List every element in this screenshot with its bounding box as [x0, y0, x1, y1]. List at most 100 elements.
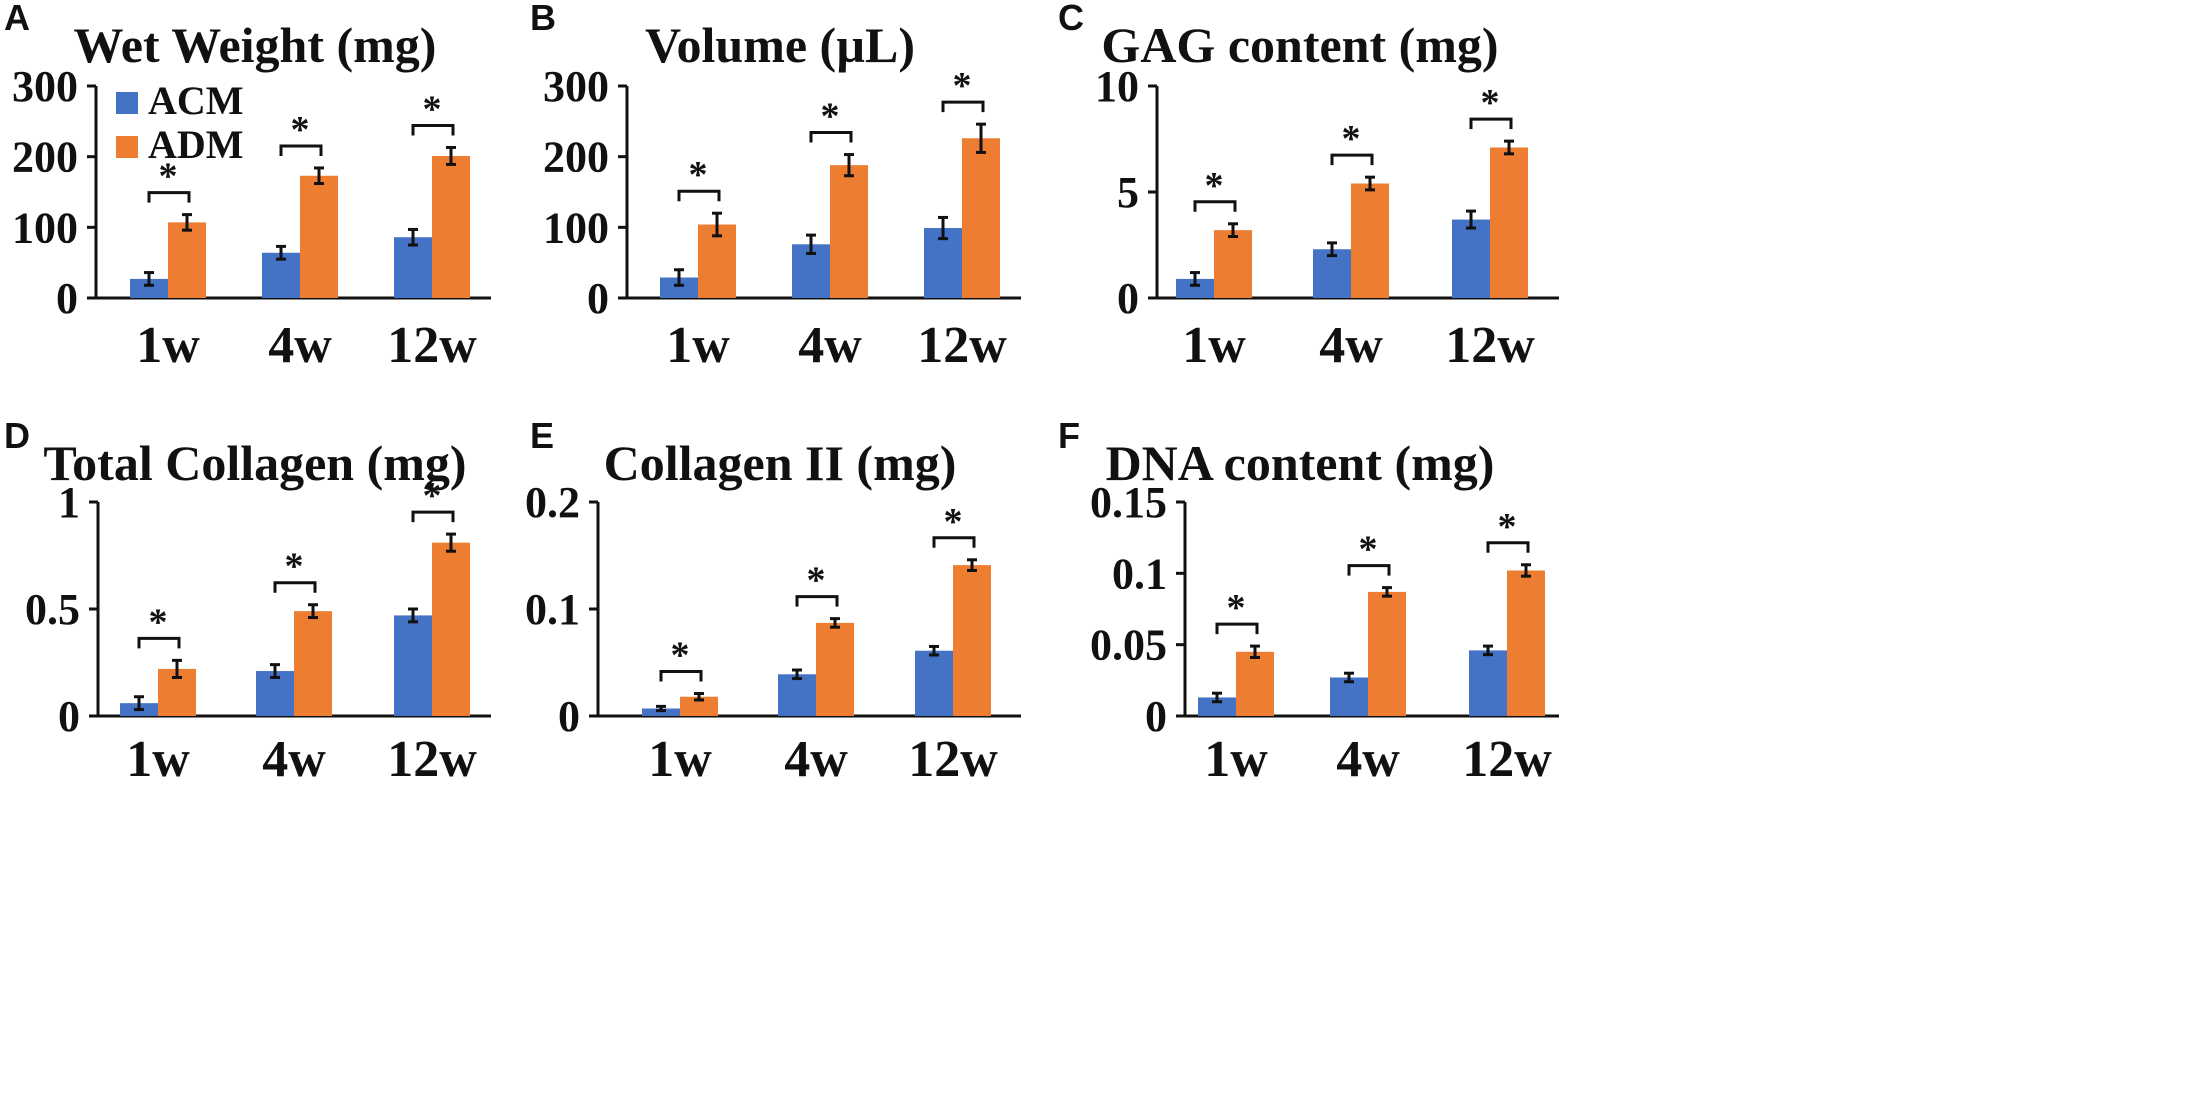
- chart-title: GAG content (mg): [1101, 17, 1498, 73]
- significance-star: *: [149, 601, 168, 643]
- significance-star: *: [423, 88, 442, 130]
- significance-star: *: [821, 96, 840, 138]
- bar-adm: [1236, 651, 1274, 716]
- bar-adm: [1368, 591, 1406, 716]
- y-tick-label: 300: [12, 62, 78, 111]
- significance-bracket: [147, 191, 191, 203]
- legend-label-adm: ADM: [148, 122, 244, 167]
- y-tick-label: 0.1: [525, 585, 580, 634]
- significance-star: *: [1227, 587, 1246, 629]
- y-tick-label: 0.2: [525, 478, 580, 527]
- significance-star: *: [1205, 165, 1224, 207]
- y-tick-label: 10: [1095, 62, 1139, 111]
- chart-title: Volume (µL): [645, 17, 915, 73]
- significance-bracket: [659, 670, 703, 682]
- legend-swatch-acm: [116, 92, 138, 114]
- x-tick-label: 1w: [1182, 317, 1246, 374]
- x-tick-label: 1w: [136, 317, 200, 374]
- panel-c: C GAG content (mg) 0 5 10 * 1w * 4w * 12w: [1058, 0, 1559, 374]
- x-tick-label: 12w: [908, 731, 998, 788]
- x-tick-label: 4w: [798, 317, 862, 374]
- bar-adm: [1490, 147, 1528, 298]
- x-tick-label: 1w: [666, 317, 730, 374]
- x-tick-label: 12w: [917, 317, 1007, 374]
- y-tick-label: 5: [1117, 168, 1139, 217]
- y-tick-label: 0: [1117, 274, 1139, 323]
- y-tick-label: 0: [558, 692, 580, 741]
- y-tick-label: 0: [587, 274, 609, 323]
- significance-bracket: [1347, 564, 1391, 576]
- x-tick-label: 4w: [1336, 731, 1400, 788]
- panel-letter: F: [1058, 415, 1080, 456]
- significance-bracket: [1469, 117, 1513, 130]
- significance-star: *: [159, 156, 178, 198]
- bar-adm: [680, 696, 718, 716]
- bar-adm: [294, 611, 332, 716]
- significance-star: *: [1359, 529, 1378, 571]
- y-tick-label: 100: [543, 203, 609, 252]
- x-tick-label: 12w: [387, 317, 477, 374]
- bar-adm: [168, 222, 206, 298]
- chart-title: Collagen II (mg): [604, 435, 957, 491]
- panel-letter: D: [4, 415, 30, 456]
- panel-e: E Collagen II (mg) 0 0.1 0.2 * 1w * 4w * 12w: [525, 415, 1021, 788]
- bar-acm: [1469, 650, 1507, 716]
- bar-acm: [1198, 697, 1236, 716]
- x-tick-label: 12w: [387, 731, 477, 788]
- panel-letter: B: [530, 0, 556, 38]
- bar-adm: [1507, 570, 1545, 716]
- significance-star: *: [285, 546, 304, 588]
- panel-letter: A: [4, 0, 30, 38]
- chart-title: DNA content (mg): [1106, 435, 1495, 491]
- significance-star: *: [689, 154, 708, 196]
- y-tick-label: 100: [12, 203, 78, 252]
- x-tick-label: 4w: [784, 731, 848, 788]
- chart-title: Wet Weight (mg): [74, 17, 437, 73]
- panel-d: D Total Collagen (mg) 0 0.5 1 * 1w * 4w * 12w: [4, 415, 491, 788]
- panel-letter: C: [1058, 0, 1084, 38]
- panel-letter: E: [530, 415, 554, 456]
- significance-bracket: [809, 131, 853, 143]
- bar-acm: [130, 278, 168, 298]
- bar-adm: [1214, 230, 1252, 298]
- y-tick-label: 0: [1145, 692, 1167, 741]
- significance-bracket: [279, 144, 323, 156]
- bar-acm: [1313, 249, 1351, 298]
- significance-bracket: [941, 100, 985, 113]
- significance-bracket: [411, 123, 455, 136]
- x-tick-label: 1w: [648, 731, 712, 788]
- y-tick-label: 0: [56, 274, 78, 323]
- significance-star: *: [1342, 118, 1361, 160]
- bar-acm: [642, 708, 680, 716]
- bar-acm: [394, 615, 432, 716]
- significance-bracket: [1330, 153, 1374, 166]
- bar-adm: [432, 542, 470, 716]
- panel-a: A Wet Weight (mg) 0 100 200 300 * 1w * 4w * 12w ACMA…: [4, 0, 491, 374]
- significance-bracket: [273, 581, 317, 593]
- bar-acm: [660, 277, 698, 298]
- significance-bracket: [1215, 622, 1259, 635]
- x-tick-label: 4w: [268, 317, 332, 374]
- significance-star: *: [1498, 506, 1517, 548]
- x-tick-label: 12w: [1462, 731, 1552, 788]
- bar-adm: [816, 622, 854, 716]
- bar-acm: [915, 650, 953, 716]
- significance-star: *: [423, 475, 442, 517]
- bar-acm: [1330, 677, 1368, 716]
- y-tick-label: 0: [58, 692, 80, 741]
- significance-bracket: [137, 636, 181, 649]
- bar-acm: [1452, 219, 1490, 298]
- bar-adm: [953, 565, 991, 716]
- y-tick-label: 0.05: [1090, 621, 1167, 670]
- bar-adm: [1351, 183, 1389, 298]
- bar-acm: [1176, 278, 1214, 298]
- bar-acm: [394, 237, 432, 298]
- bar-acm: [778, 674, 816, 716]
- x-tick-label: 12w: [1445, 317, 1535, 374]
- bar-adm: [432, 155, 470, 298]
- bar-adm: [830, 165, 868, 298]
- significance-bracket: [1486, 541, 1530, 553]
- significance-star: *: [953, 65, 972, 107]
- significance-star: *: [944, 501, 963, 543]
